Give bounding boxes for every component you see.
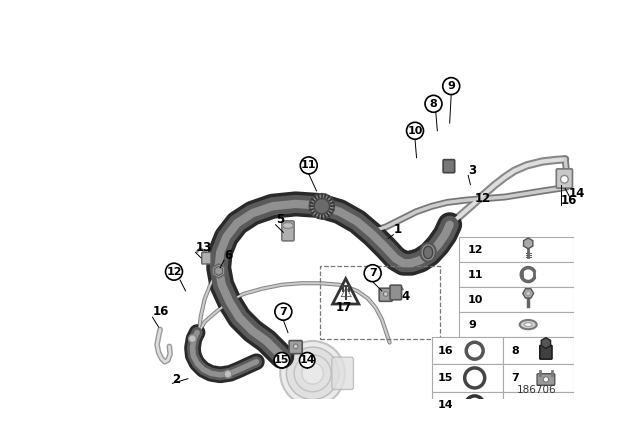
Circle shape [280, 341, 345, 405]
Polygon shape [529, 400, 561, 412]
Circle shape [287, 347, 339, 400]
Text: 10: 10 [407, 126, 422, 136]
FancyBboxPatch shape [202, 252, 211, 264]
Text: 11: 11 [301, 160, 317, 170]
Text: 3: 3 [468, 164, 476, 177]
Circle shape [310, 194, 334, 219]
FancyBboxPatch shape [537, 374, 555, 385]
Text: 15: 15 [274, 355, 289, 365]
Circle shape [189, 335, 196, 343]
Ellipse shape [520, 320, 537, 329]
Ellipse shape [420, 243, 436, 262]
Circle shape [300, 157, 317, 174]
Text: 7: 7 [369, 268, 376, 278]
Circle shape [364, 265, 381, 282]
Bar [320, 266, 440, 339]
Bar [432, 392, 503, 419]
Text: 9: 9 [447, 81, 455, 91]
FancyBboxPatch shape [443, 159, 454, 173]
Text: 8: 8 [511, 346, 518, 356]
FancyBboxPatch shape [289, 340, 302, 353]
Circle shape [543, 377, 548, 382]
FancyBboxPatch shape [332, 357, 353, 389]
Circle shape [274, 353, 289, 368]
Text: 5: 5 [276, 213, 284, 226]
Text: 186706: 186706 [516, 385, 556, 395]
Text: 12: 12 [166, 267, 182, 277]
Polygon shape [529, 412, 561, 415]
Circle shape [224, 370, 232, 378]
FancyBboxPatch shape [390, 285, 401, 300]
Text: 1: 1 [394, 223, 401, 236]
Circle shape [166, 263, 182, 280]
Bar [459, 312, 575, 337]
Text: 11: 11 [468, 270, 484, 280]
Text: 6: 6 [224, 249, 232, 262]
Text: ⚠: ⚠ [339, 286, 352, 300]
Text: 13: 13 [196, 241, 212, 254]
FancyBboxPatch shape [540, 345, 552, 359]
Circle shape [302, 362, 323, 384]
Circle shape [383, 292, 388, 296]
Text: 16: 16 [152, 305, 169, 318]
Ellipse shape [283, 222, 293, 228]
Bar [432, 364, 503, 392]
Circle shape [308, 417, 316, 425]
Ellipse shape [524, 323, 532, 327]
Text: 15: 15 [438, 373, 454, 383]
Text: 16: 16 [438, 346, 454, 356]
Circle shape [443, 78, 460, 95]
Text: 4: 4 [401, 290, 410, 303]
Bar [432, 337, 503, 364]
Circle shape [561, 176, 568, 183]
Text: 14: 14 [568, 187, 584, 200]
Text: 9: 9 [468, 319, 476, 330]
Circle shape [406, 122, 424, 139]
Text: 7: 7 [280, 307, 287, 317]
Bar [503, 337, 575, 364]
Text: 8: 8 [429, 99, 437, 109]
Bar [503, 392, 575, 419]
Polygon shape [333, 279, 359, 304]
FancyBboxPatch shape [284, 404, 341, 419]
Bar [459, 262, 575, 287]
Text: 17: 17 [336, 302, 352, 314]
Text: 2: 2 [172, 373, 180, 386]
Ellipse shape [424, 246, 433, 258]
Bar [459, 287, 575, 312]
Text: 10: 10 [468, 295, 483, 305]
Text: 12: 12 [474, 192, 490, 205]
Circle shape [293, 344, 298, 349]
Circle shape [294, 355, 331, 392]
Text: 14: 14 [300, 355, 315, 365]
Circle shape [425, 95, 442, 112]
Text: 14: 14 [438, 400, 454, 410]
Text: 12: 12 [468, 245, 484, 254]
FancyBboxPatch shape [380, 288, 392, 302]
Circle shape [314, 198, 330, 214]
Circle shape [275, 303, 292, 320]
Text: 16: 16 [561, 194, 577, 207]
Circle shape [526, 291, 531, 296]
Text: 7: 7 [511, 373, 518, 383]
FancyBboxPatch shape [556, 169, 572, 188]
Circle shape [300, 353, 315, 368]
Bar [459, 237, 575, 262]
Bar [503, 364, 575, 392]
FancyBboxPatch shape [282, 221, 294, 241]
